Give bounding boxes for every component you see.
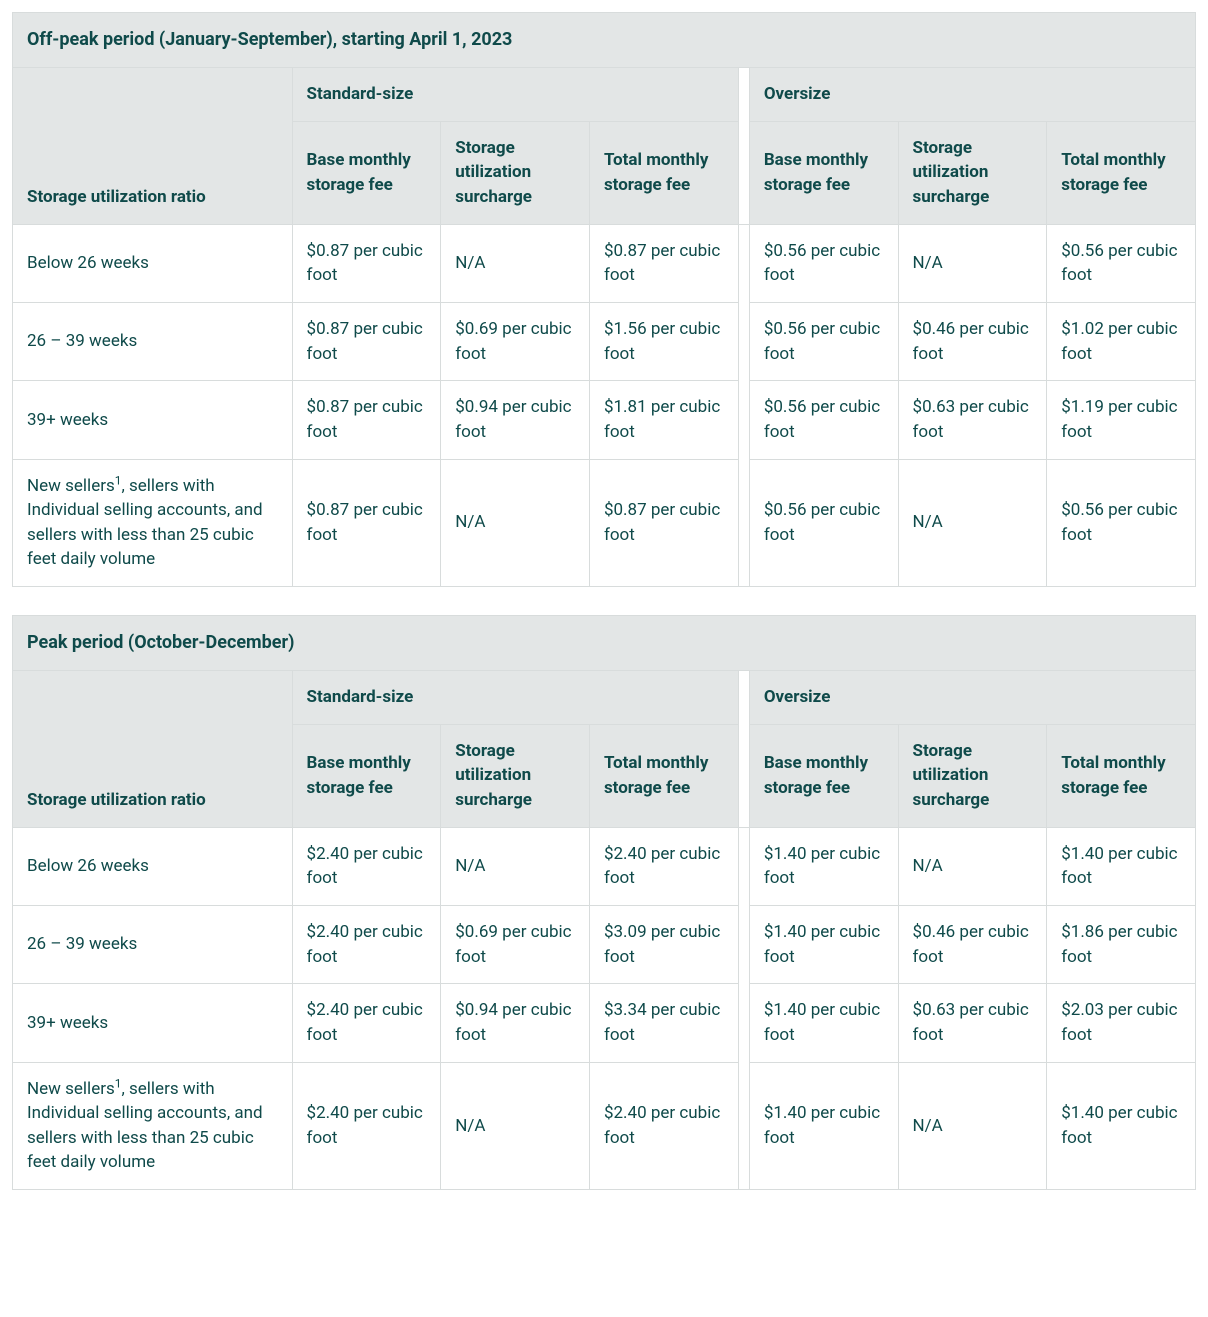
cell: $3.09 per cubic foot [589,906,738,984]
cell: $0.56 per cubic foot [749,381,898,459]
cell: $2.40 per cubic foot [589,827,738,905]
cell: $1.40 per cubic foot [749,984,898,1062]
cell: $0.87 per cubic foot [589,459,738,587]
cell: N/A [441,459,590,587]
table-row: Below 26 weeks $2.40 per cubic foot N/A … [13,827,1196,905]
row-label: 39+ weeks [13,984,293,1062]
col-std-sur: Storage utilization surcharge [441,121,590,224]
cell: $3.34 per cubic foot [589,984,738,1062]
cell: $0.87 per cubic foot [292,224,441,302]
cell: $1.40 per cubic foot [749,827,898,905]
table-row: New sellers1, sellers with Individual se… [13,1062,1196,1190]
row-label: 39+ weeks [13,381,293,459]
col-std-tot: Total monthly storage fee [589,121,738,224]
col-ovr-base: Base monthly storage fee [749,724,898,827]
row-label: Below 26 weeks [13,224,293,302]
offpeak-title: Off-peak period (January-September), sta… [13,13,1196,68]
col-ratio: Storage utilization ratio [13,671,293,828]
cell: N/A [441,827,590,905]
cell: N/A [441,1062,590,1190]
col-gap [738,671,749,828]
cell: $2.40 per cubic foot [292,984,441,1062]
cell: $1.02 per cubic foot [1047,302,1196,380]
table-row: 39+ weeks $0.87 per cubic foot $0.94 per… [13,381,1196,459]
col-ovr-sur: Storage utilization surcharge [898,121,1047,224]
cell: $2.40 per cubic foot [292,827,441,905]
cell: $0.87 per cubic foot [292,381,441,459]
cell: N/A [441,224,590,302]
cell: N/A [898,1062,1047,1190]
cell: $0.87 per cubic foot [292,302,441,380]
table-row: 39+ weeks $2.40 per cubic foot $0.94 per… [13,984,1196,1062]
col-group-standard: Standard-size [292,68,738,122]
col-std-base: Base monthly storage fee [292,121,441,224]
cell: $0.56 per cubic foot [1047,224,1196,302]
cell: $0.94 per cubic foot [441,984,590,1062]
cell: $1.56 per cubic foot [589,302,738,380]
cell: $2.40 per cubic foot [589,1062,738,1190]
row-label: 26 – 39 weeks [13,302,293,380]
cell: $1.81 per cubic foot [589,381,738,459]
col-group-standard: Standard-size [292,671,738,725]
cell: $1.86 per cubic foot [1047,906,1196,984]
col-ovr-sur: Storage utilization surcharge [898,724,1047,827]
cell: $2.03 per cubic foot [1047,984,1196,1062]
col-group-oversize: Oversize [749,671,1195,725]
col-ovr-base: Base monthly storage fee [749,121,898,224]
table-row: 26 – 39 weeks $0.87 per cubic foot $0.69… [13,302,1196,380]
col-group-oversize: Oversize [749,68,1195,122]
col-std-sur: Storage utilization surcharge [441,724,590,827]
cell: $1.40 per cubic foot [749,906,898,984]
cell: $0.87 per cubic foot [589,224,738,302]
newsellers-pre: New sellers [27,476,115,496]
cell: $0.46 per cubic foot [898,906,1047,984]
peak-table: Peak period (October-December) Storage u… [12,615,1196,1190]
row-label-newsellers: New sellers1, sellers with Individual se… [13,1062,293,1190]
peak-title: Peak period (October-December) [13,616,1196,671]
cell: N/A [898,224,1047,302]
cell: $1.19 per cubic foot [1047,381,1196,459]
offpeak-table: Off-peak period (January-September), sta… [12,12,1196,587]
cell: $0.69 per cubic foot [441,302,590,380]
row-gap [738,224,749,586]
col-ovr-tot: Total monthly storage fee [1047,121,1196,224]
row-gap [738,827,749,1189]
cell: $0.56 per cubic foot [749,302,898,380]
cell: $2.40 per cubic foot [292,906,441,984]
cell: $1.40 per cubic foot [1047,1062,1196,1190]
cell: $0.56 per cubic foot [1047,459,1196,587]
cell: $1.40 per cubic foot [1047,827,1196,905]
newsellers-pre: New sellers [27,1079,115,1099]
col-std-tot: Total monthly storage fee [589,724,738,827]
row-label: 26 – 39 weeks [13,906,293,984]
cell: $0.87 per cubic foot [292,459,441,587]
col-ovr-tot: Total monthly storage fee [1047,724,1196,827]
cell: $0.94 per cubic foot [441,381,590,459]
cell: N/A [898,459,1047,587]
cell: $0.69 per cubic foot [441,906,590,984]
cell: $0.56 per cubic foot [749,459,898,587]
row-label: Below 26 weeks [13,827,293,905]
cell: $0.46 per cubic foot [898,302,1047,380]
cell: $0.63 per cubic foot [898,984,1047,1062]
cell: $1.40 per cubic foot [749,1062,898,1190]
cell: $0.56 per cubic foot [749,224,898,302]
col-gap [738,68,749,225]
cell: $0.63 per cubic foot [898,381,1047,459]
col-std-base: Base monthly storage fee [292,724,441,827]
cell: N/A [898,827,1047,905]
table-row: New sellers1, sellers with Individual se… [13,459,1196,587]
col-ratio: Storage utilization ratio [13,68,293,225]
table-row: Below 26 weeks $0.87 per cubic foot N/A … [13,224,1196,302]
table-row: 26 – 39 weeks $2.40 per cubic foot $0.69… [13,906,1196,984]
cell: $2.40 per cubic foot [292,1062,441,1190]
row-label-newsellers: New sellers1, sellers with Individual se… [13,459,293,587]
